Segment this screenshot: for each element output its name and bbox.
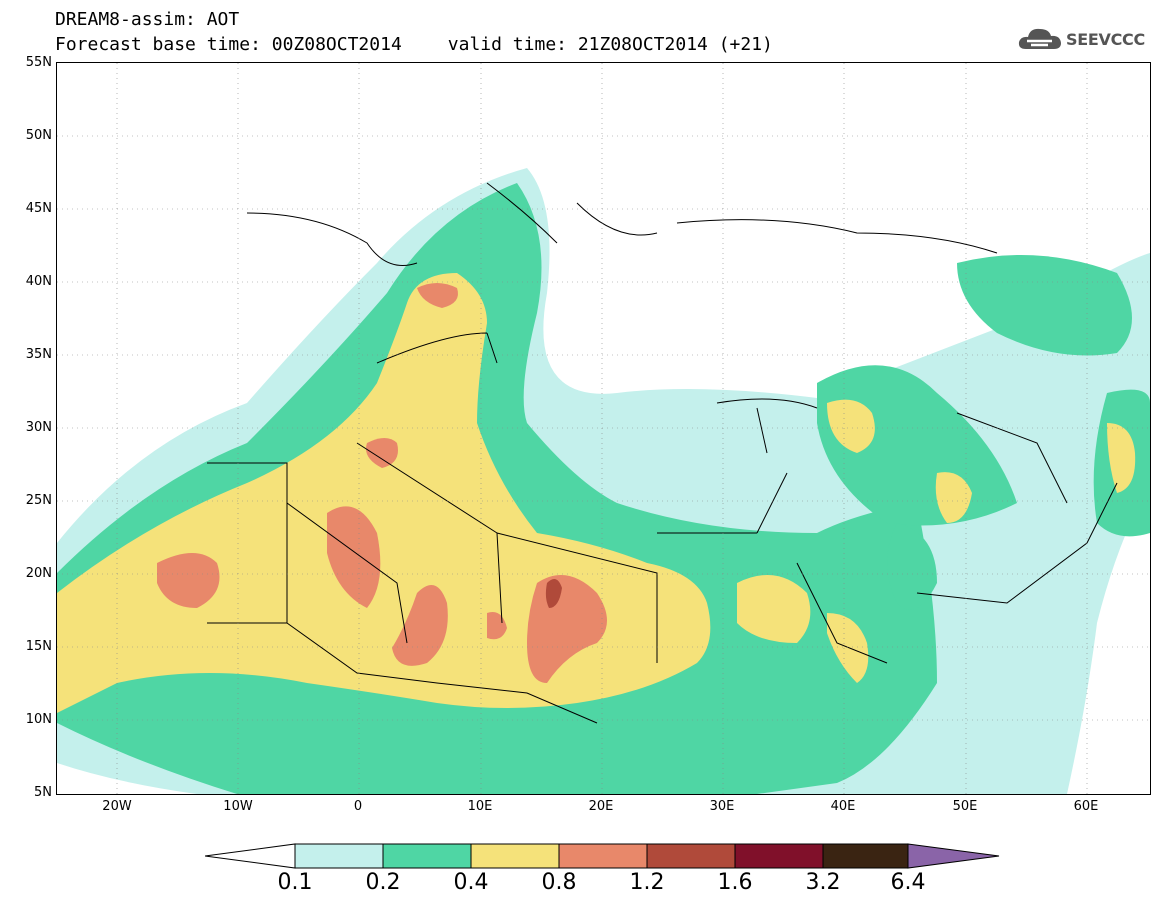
lon-label: 10E: [467, 799, 493, 814]
lon-label: 10W: [223, 799, 253, 814]
colorbar-label: 6.4: [890, 870, 926, 895]
lat-label: 25N: [25, 493, 52, 508]
colorbar-label: 0.1: [277, 870, 313, 895]
colorbar-segment: [470, 843, 560, 869]
colorbar-segment: [907, 843, 1000, 869]
map-title: DREAM8-assim: AOT: [55, 9, 240, 30]
colorbar-segment: [558, 843, 648, 869]
lat-label: 30N: [25, 420, 52, 435]
colorbar-segment: [382, 843, 472, 869]
colorbar-label: 0.8: [541, 870, 577, 895]
colorbar-label: 0.4: [453, 870, 489, 895]
lon-label: 20W: [102, 799, 132, 814]
lon-label: 40E: [830, 799, 856, 814]
valid-time: valid time: 21Z08OCT2014 (+21): [447, 34, 773, 55]
graticule: [57, 63, 1150, 794]
colorbar-segment: [822, 843, 909, 869]
aot-map: [56, 62, 1151, 795]
lat-label: 10N: [25, 712, 52, 727]
lat-label: 55N: [25, 55, 52, 70]
lat-label: 45N: [25, 201, 52, 216]
colorbar-label: 0.2: [365, 870, 401, 895]
colorbar: [205, 843, 1000, 869]
lon-label: 50E: [952, 799, 978, 814]
lon-label: 60E: [1073, 799, 1099, 814]
forecast-times: Forecast base time: 00Z08OCT2014 valid ti…: [55, 35, 773, 55]
cloud-icon: [1018, 28, 1061, 49]
lat-label: 35N: [25, 347, 52, 362]
lat-label: 15N: [25, 639, 52, 654]
lat-label: 20N: [25, 566, 52, 581]
country-borders: [207, 182, 1118, 724]
lat-label: 50N: [25, 128, 52, 143]
aot-level-0.8: [157, 283, 607, 683]
map-canvas: [57, 63, 1150, 794]
logo-text: SEEVCCC: [1066, 29, 1145, 49]
colorbar-segment: [205, 843, 296, 869]
colorbar-label: 3.2: [805, 870, 841, 895]
colorbar-segment: [646, 843, 736, 869]
lon-label: 30E: [709, 799, 735, 814]
lon-label: 20E: [588, 799, 614, 814]
lat-label: 40N: [25, 274, 52, 289]
seevccc-logo: SEEVCCC: [1018, 24, 1150, 54]
colorbar-segment: [294, 843, 384, 869]
colorbar-segment: [734, 843, 824, 869]
colorbar-label: 1.2: [629, 870, 665, 895]
aot-level-1.2: [545, 579, 562, 608]
base-time: Forecast base time: 00Z08OCT2014: [55, 34, 402, 55]
lat-label: 5N: [34, 785, 52, 800]
lon-label: 0: [353, 799, 363, 814]
colorbar-label: 1.6: [717, 870, 753, 895]
